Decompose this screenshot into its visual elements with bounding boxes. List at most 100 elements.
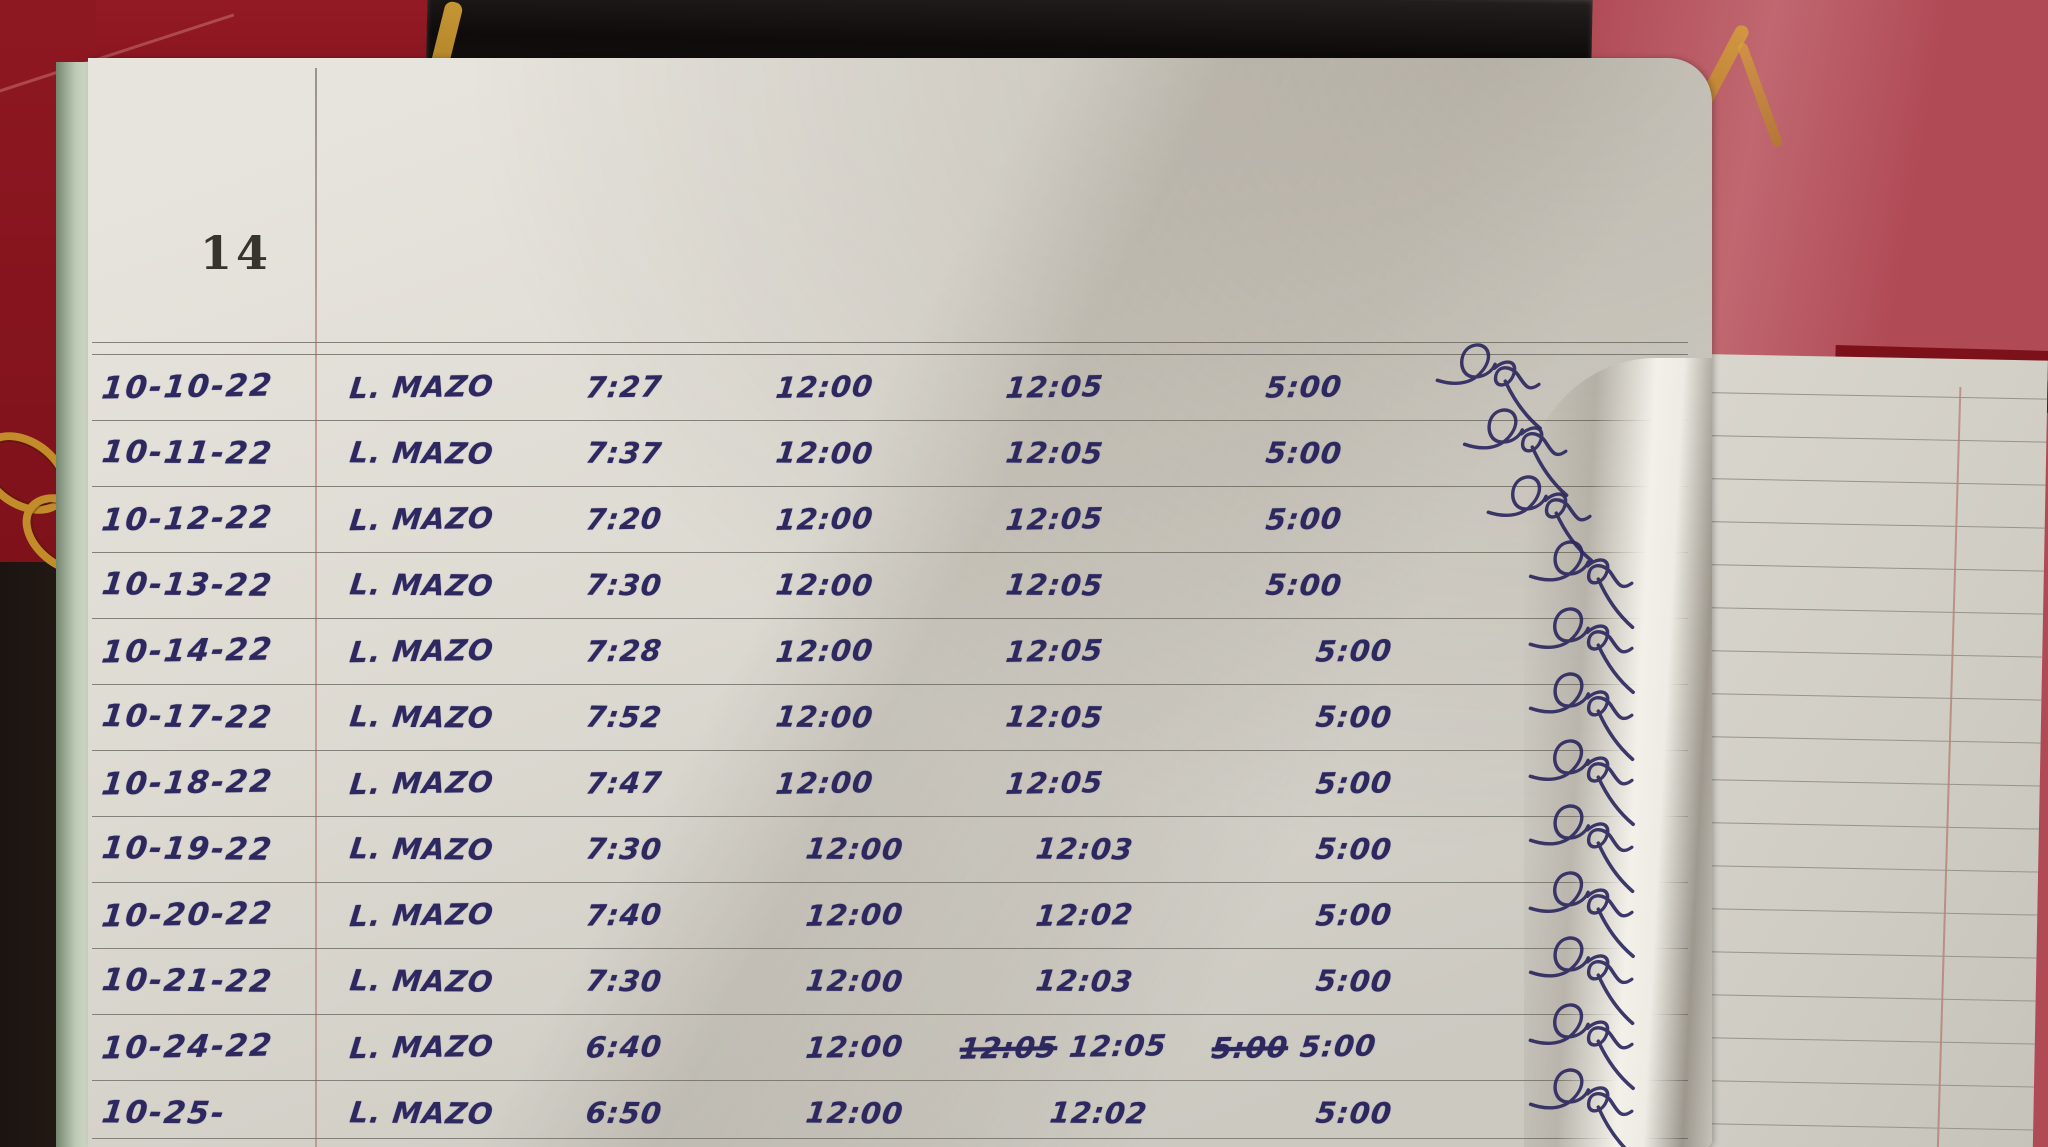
signature-cell bbox=[1522, 540, 1679, 630]
struck-value: 5:00 bbox=[1210, 1030, 1290, 1066]
time-out-cell: 5:00 bbox=[1312, 684, 1396, 751]
signature-scribble-icon bbox=[1528, 607, 1635, 695]
lunch-in-value: 12:05 bbox=[1004, 567, 1106, 603]
signature-cell bbox=[1522, 804, 1679, 894]
lunch-in-cell: 12:05 bbox=[1002, 683, 1107, 750]
signature-scribble-icon bbox=[1528, 1003, 1635, 1091]
lunch-in-cell: 12:05 bbox=[1002, 617, 1106, 685]
signature-scribble-icon bbox=[1486, 475, 1593, 563]
ruled-line bbox=[92, 342, 1688, 343]
signature-scribble-icon bbox=[1528, 936, 1635, 1026]
signature-cell bbox=[1522, 1003, 1679, 1091]
lunch-in-cell: 12:05 bbox=[1002, 749, 1106, 817]
ruled-line bbox=[92, 354, 1688, 355]
lunch-in-cell: 12:02 bbox=[1032, 881, 1136, 949]
time-out-value: 5:00 bbox=[1314, 897, 1395, 933]
lunch-out-cell: 12:00 bbox=[804, 831, 906, 867]
name-cell: L. MAZO bbox=[348, 963, 496, 999]
time-out-cell: 5:00 bbox=[1312, 881, 1395, 948]
lunch-out-cell: 12:00 bbox=[774, 633, 876, 669]
date-cell: 10-19-22 bbox=[100, 830, 276, 868]
lunch-in-value: 12:05 bbox=[1004, 633, 1106, 669]
lunch-out-cell: 12:00 bbox=[774, 369, 876, 405]
time-in-cell: 7:40 bbox=[584, 897, 665, 933]
time-in-cell: 6:50 bbox=[584, 1095, 665, 1131]
time-out-value: 5:00 bbox=[1314, 699, 1395, 735]
ruled-line bbox=[92, 552, 1688, 553]
lunch-in-value: 12:05 bbox=[1004, 435, 1106, 471]
ruled-line bbox=[92, 948, 1688, 949]
struck-value: 12:05 bbox=[958, 1030, 1060, 1066]
time-out-cell: 5:00 bbox=[1312, 1080, 1396, 1147]
lunch-in-cell: 12:05 12:05 bbox=[956, 1012, 1170, 1082]
ruled-line bbox=[92, 420, 1688, 421]
name-cell: L. MAZO bbox=[348, 831, 496, 867]
time-in-cell: 7:37 bbox=[584, 435, 665, 471]
time-out-value: 5:00 bbox=[1314, 1095, 1395, 1131]
lunch-in-cell: 12:03 bbox=[1032, 815, 1137, 882]
lunch-out-cell: 12:00 bbox=[774, 435, 876, 471]
time-in-cell: 7:30 bbox=[584, 963, 665, 999]
ruled-line bbox=[92, 1014, 1688, 1015]
lunch-in-value: 12:05 bbox=[1004, 699, 1106, 735]
ruled-line bbox=[92, 486, 1688, 487]
lunch-out-cell: 12:00 bbox=[774, 699, 876, 735]
lunch-in-value: 12:05 bbox=[1004, 501, 1106, 537]
date-cell: 10-10-22 bbox=[99, 367, 276, 407]
ruled-line bbox=[92, 750, 1688, 751]
log-entries: 10-10-22 L. MAZO 7:27 12:00 12:05 5:00 1… bbox=[88, 58, 1712, 1147]
time-out-value: 5:00 bbox=[1264, 501, 1345, 537]
time-out-value: 5:00 bbox=[1314, 963, 1395, 999]
time-out-value: 5:00 bbox=[1264, 435, 1345, 471]
name-cell: L. MAZO bbox=[348, 567, 496, 603]
time-out-cell: 5:00 bbox=[1312, 749, 1395, 816]
lunch-in-cell: 12:05 bbox=[1002, 353, 1106, 421]
date-cell: 10-21-22 bbox=[100, 962, 276, 1000]
ruled-line bbox=[92, 882, 1688, 883]
table-row: 10-18-22 L. MAZO 7:47 12:00 12:05 5:00 bbox=[88, 739, 1712, 827]
time-out-cell: 5:00 bbox=[1262, 552, 1346, 619]
lunch-in-cell: 12:05 bbox=[1002, 551, 1107, 618]
table-row: 10-24-22 L. MAZO 6:40 12:00 12:05 12:05 … bbox=[88, 1003, 1712, 1091]
name-cell: L. MAZO bbox=[348, 632, 496, 670]
name-cell: L. MAZO bbox=[348, 368, 496, 406]
table-row: 10-21-22 L. MAZO 7:30 12:00 12:03 5:00 bbox=[88, 936, 1712, 1026]
table-row: 10-17-22 L. MAZO 7:52 12:00 12:05 5:00 bbox=[88, 672, 1712, 762]
signature-scribble-icon bbox=[1528, 672, 1635, 762]
time-out-value: 5:00 bbox=[1298, 1028, 1379, 1064]
signature-cell bbox=[1522, 739, 1679, 827]
lunch-in-value: 12:03 bbox=[1034, 963, 1136, 999]
name-cell: L. MAZO bbox=[348, 500, 496, 538]
table-row: 10-19-22 L. MAZO 7:30 12:00 12:03 5:00 bbox=[88, 804, 1712, 894]
lunch-out-cell: 12:00 bbox=[804, 1095, 906, 1131]
time-out-cell: 5:00 bbox=[1312, 617, 1395, 684]
table-row: 10-14-22 L. MAZO 7:28 12:00 12:05 5:00 bbox=[88, 607, 1712, 695]
signature-scribble-icon bbox=[1528, 804, 1635, 894]
time-out-value: 5:00 bbox=[1314, 765, 1395, 801]
table-row: 10-13-22 L. MAZO 7:30 12:00 12:05 5:00 bbox=[88, 540, 1712, 630]
time-out-cell: 5:00 bbox=[1262, 420, 1346, 487]
table-row: 10-11-22 L. MAZO 7:37 12:00 12:05 5:00 bbox=[88, 408, 1712, 498]
time-out-value: 5:00 bbox=[1314, 831, 1395, 867]
name-cell: L. MAZO bbox=[348, 699, 496, 735]
lunch-out-cell: 12:00 bbox=[774, 765, 876, 801]
lunch-in-value: 12:03 bbox=[1034, 831, 1136, 867]
signature-cell bbox=[1456, 408, 1613, 498]
date-cell: 10-17-22 bbox=[100, 698, 276, 736]
signature-cell bbox=[1522, 871, 1679, 959]
ruled-line bbox=[92, 618, 1688, 619]
lunch-in-cell: 12:02 bbox=[1046, 1079, 1151, 1146]
time-out-cell: 5:00 bbox=[1262, 353, 1345, 420]
signature-scribble-icon bbox=[1528, 739, 1635, 827]
table-row: 10-12-22 L. MAZO 7:20 12:00 12:05 5:00 bbox=[88, 475, 1712, 563]
signature-scribble-icon bbox=[1528, 540, 1635, 630]
time-out-value: 5:00 bbox=[1264, 369, 1345, 405]
ruled-line bbox=[92, 1138, 1688, 1139]
column-divider-line bbox=[315, 68, 317, 1147]
time-in-cell: 7:30 bbox=[584, 831, 665, 867]
ruled-line bbox=[92, 816, 1688, 817]
lunch-in-value: 12:05 bbox=[1004, 369, 1106, 405]
lunch-out-cell: 12:00 bbox=[804, 897, 906, 933]
signature-scribble-icon bbox=[1462, 408, 1569, 498]
